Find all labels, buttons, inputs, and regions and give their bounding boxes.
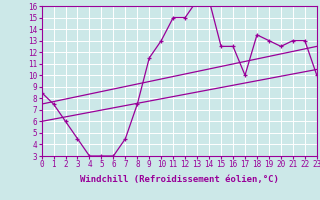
X-axis label: Windchill (Refroidissement éolien,°C): Windchill (Refroidissement éolien,°C) <box>80 175 279 184</box>
